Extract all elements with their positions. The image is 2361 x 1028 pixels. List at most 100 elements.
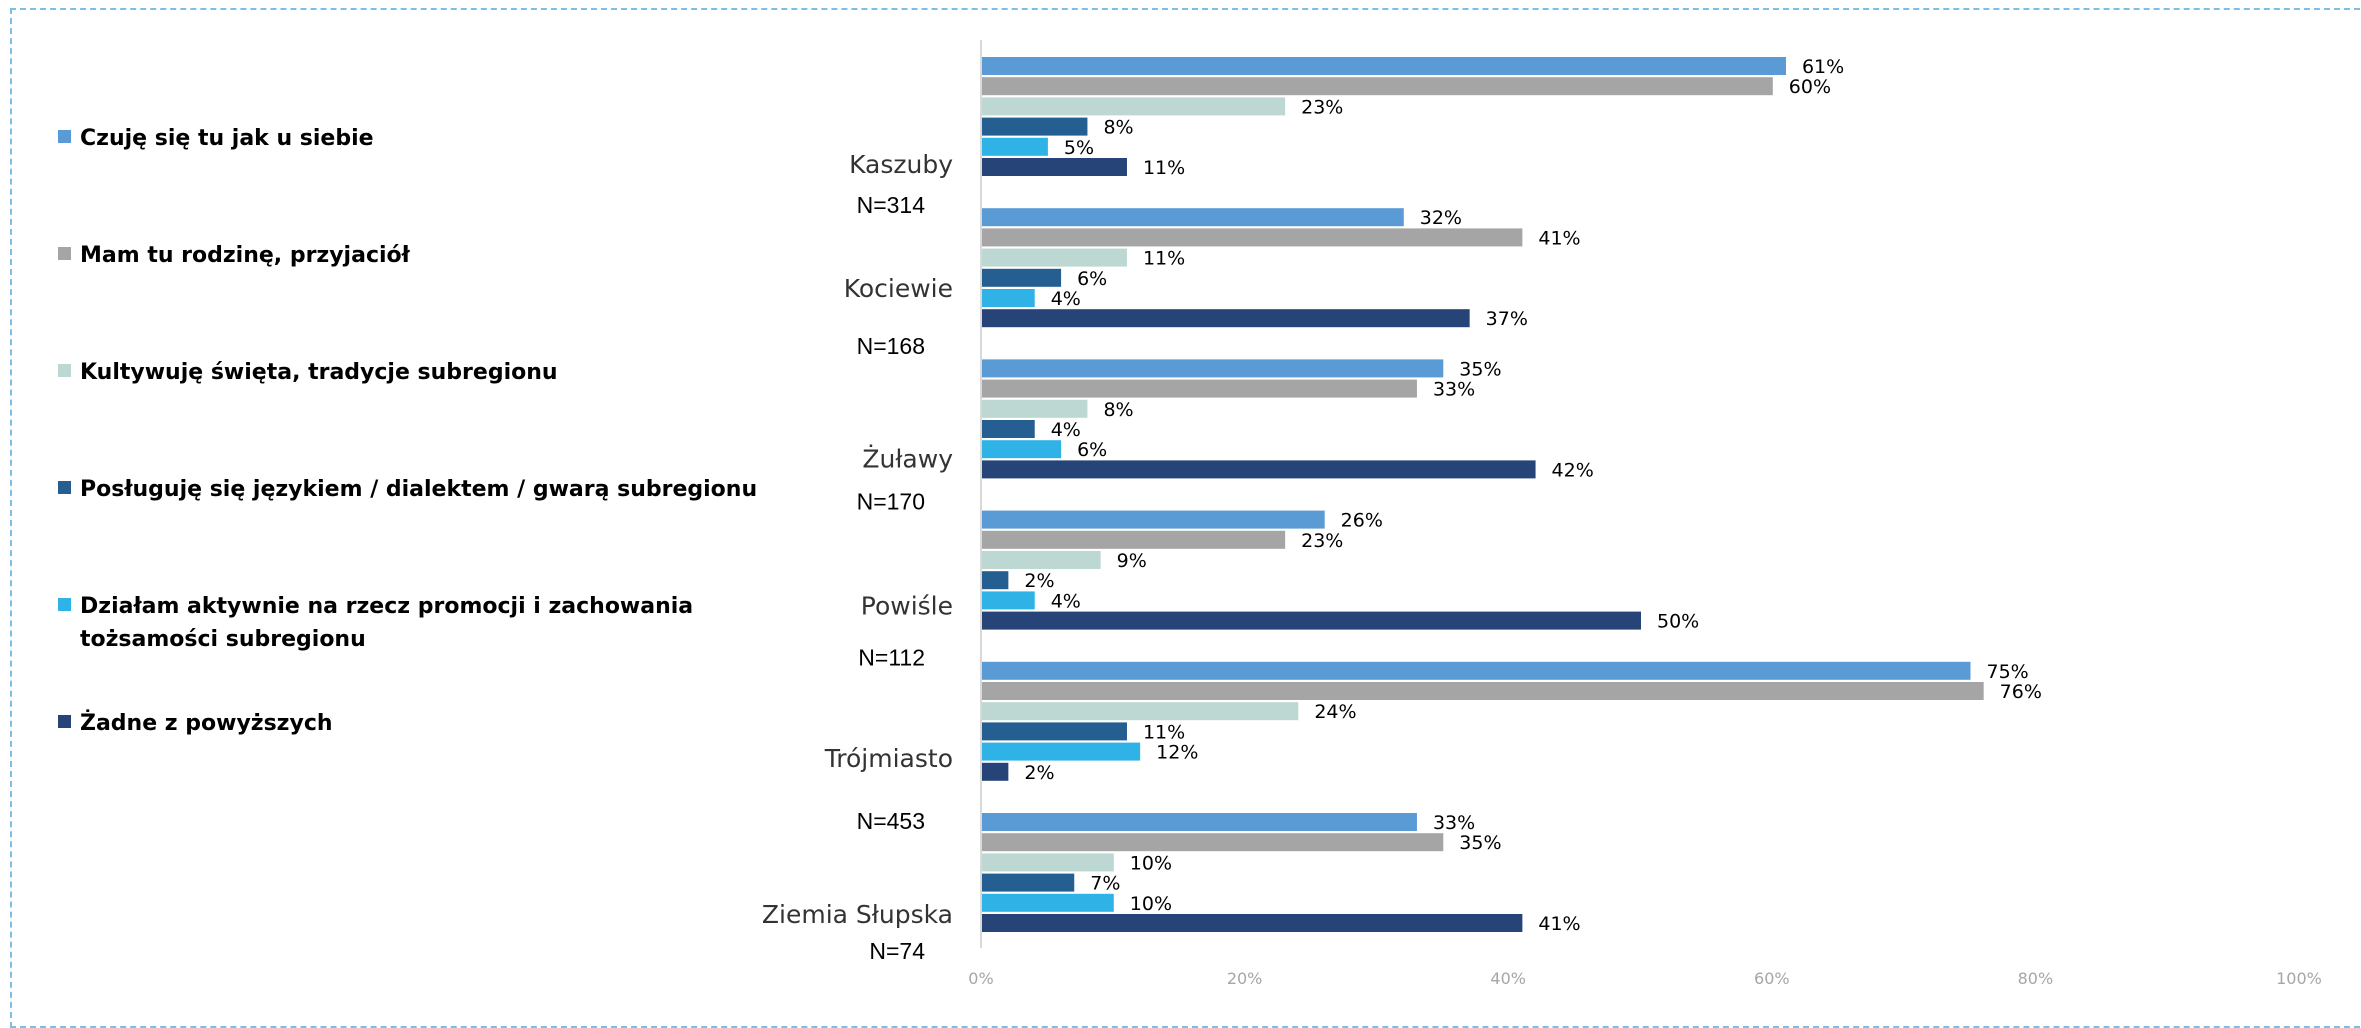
bar — [982, 611, 1641, 630]
category-sample-size: N=453 — [857, 808, 925, 834]
bar — [982, 268, 1062, 287]
bar — [982, 248, 1127, 267]
bar — [982, 571, 1009, 590]
legend-item: Czuję się tu jak u siebie — [58, 122, 780, 155]
data-label: 35% — [1459, 358, 1501, 380]
bar — [982, 591, 1035, 610]
data-label: 61% — [1802, 56, 1844, 78]
data-label: 7% — [1090, 873, 1120, 895]
legend-swatch — [58, 598, 71, 611]
bar — [982, 833, 1444, 852]
data-label: 26% — [1341, 510, 1383, 532]
data-label: 8% — [1103, 117, 1133, 139]
category-sample-size: N=168 — [857, 333, 925, 359]
bar — [982, 399, 1088, 418]
x-tick-label: 100% — [2276, 969, 2322, 988]
data-label: 5% — [1064, 137, 1094, 159]
bar — [982, 57, 1786, 75]
data-label: 37% — [1486, 308, 1528, 330]
bar — [982, 359, 1444, 378]
data-label: 32% — [1420, 207, 1462, 229]
data-label: 4% — [1051, 590, 1081, 612]
legend-item: Kultywuję święta, tradycje subregionu — [58, 356, 780, 389]
data-label: 33% — [1433, 812, 1475, 834]
category-label: Trójmiasto — [824, 744, 953, 773]
bar — [982, 702, 1299, 721]
bar — [982, 228, 1523, 247]
bar — [982, 158, 1127, 176]
data-label: 23% — [1301, 530, 1343, 552]
legend-item: Działam aktywnie na rzecz promocji i zac… — [58, 590, 780, 656]
legend-label: Czuję się tu jak u siebie — [80, 126, 374, 151]
data-label: 11% — [1143, 248, 1185, 270]
legend-swatch — [58, 364, 71, 377]
category-label: Kaszuby — [849, 150, 953, 179]
legend-label: Kultywuję święta, tradycje subregionu — [80, 360, 558, 385]
bar — [982, 510, 1325, 529]
legend-label: Mam tu rodzinę, przyjaciół — [80, 243, 410, 268]
bar — [982, 682, 1984, 700]
bar — [982, 853, 1114, 872]
data-label: 41% — [1538, 227, 1580, 249]
category-label: Kociewie — [844, 274, 953, 303]
bar — [982, 762, 1009, 781]
data-label: 10% — [1130, 893, 1172, 915]
legend: Czuję się tu jak u siebie Mam tu rodzinę… — [58, 0, 778, 1015]
category-label: Żuławy — [862, 444, 953, 473]
bar — [982, 722, 1127, 741]
legend-label: Działam aktywnie na rzecz promocji i zac… — [80, 594, 694, 652]
bar — [982, 530, 1286, 549]
category-label: Powiśle — [861, 592, 953, 621]
category-sample-size: N=74 — [869, 938, 925, 964]
data-label: 8% — [1103, 399, 1133, 421]
data-label: 6% — [1077, 439, 1107, 461]
legend-label: Żadne z powyższych — [80, 711, 333, 736]
bar — [982, 420, 1035, 438]
data-label: 60% — [1789, 76, 1831, 98]
data-label: 24% — [1314, 701, 1356, 723]
bar — [982, 289, 1035, 307]
bar — [982, 893, 1114, 912]
data-label: 4% — [1051, 419, 1081, 441]
legend-swatch — [58, 715, 71, 728]
bar — [982, 661, 1971, 680]
legend-item: Posługuję się językiem / dialektem / gwa… — [58, 473, 780, 506]
data-label: 11% — [1143, 721, 1185, 743]
data-label: 4% — [1051, 288, 1081, 310]
legend-swatch — [58, 481, 71, 494]
x-tick-label: 80% — [2018, 969, 2054, 988]
x-tick-label: 20% — [1227, 969, 1263, 988]
legend-swatch — [58, 247, 71, 260]
legend-swatch — [58, 130, 71, 143]
data-label: 75% — [1987, 661, 2029, 683]
data-label: 12% — [1156, 742, 1198, 764]
bar — [982, 460, 1536, 479]
data-label: 6% — [1077, 268, 1107, 290]
bar — [982, 813, 1417, 831]
bar — [982, 208, 1404, 227]
bar — [982, 77, 1773, 96]
bar — [982, 137, 1048, 156]
x-tick-label: 40% — [1490, 969, 1526, 988]
bar — [982, 551, 1101, 569]
bar — [982, 742, 1141, 761]
data-label: 42% — [1552, 459, 1594, 481]
data-label: 23% — [1301, 96, 1343, 118]
x-tick-label: 60% — [1754, 969, 1790, 988]
data-label: 50% — [1657, 611, 1699, 633]
bar — [982, 309, 1470, 328]
legend-item: Żadne z powyższych — [58, 707, 780, 740]
bar — [982, 379, 1417, 398]
category-label: Ziemia Słupska — [762, 900, 953, 929]
bar — [982, 873, 1075, 892]
data-label: 76% — [2000, 681, 2042, 703]
category-sample-size: N=112 — [858, 645, 925, 671]
bar — [982, 97, 1286, 116]
data-label: 11% — [1143, 157, 1185, 179]
bar — [982, 440, 1062, 459]
data-label: 33% — [1433, 379, 1475, 401]
data-label: 41% — [1538, 913, 1580, 935]
data-label: 10% — [1130, 852, 1172, 874]
x-tick-label: 0% — [968, 969, 993, 988]
